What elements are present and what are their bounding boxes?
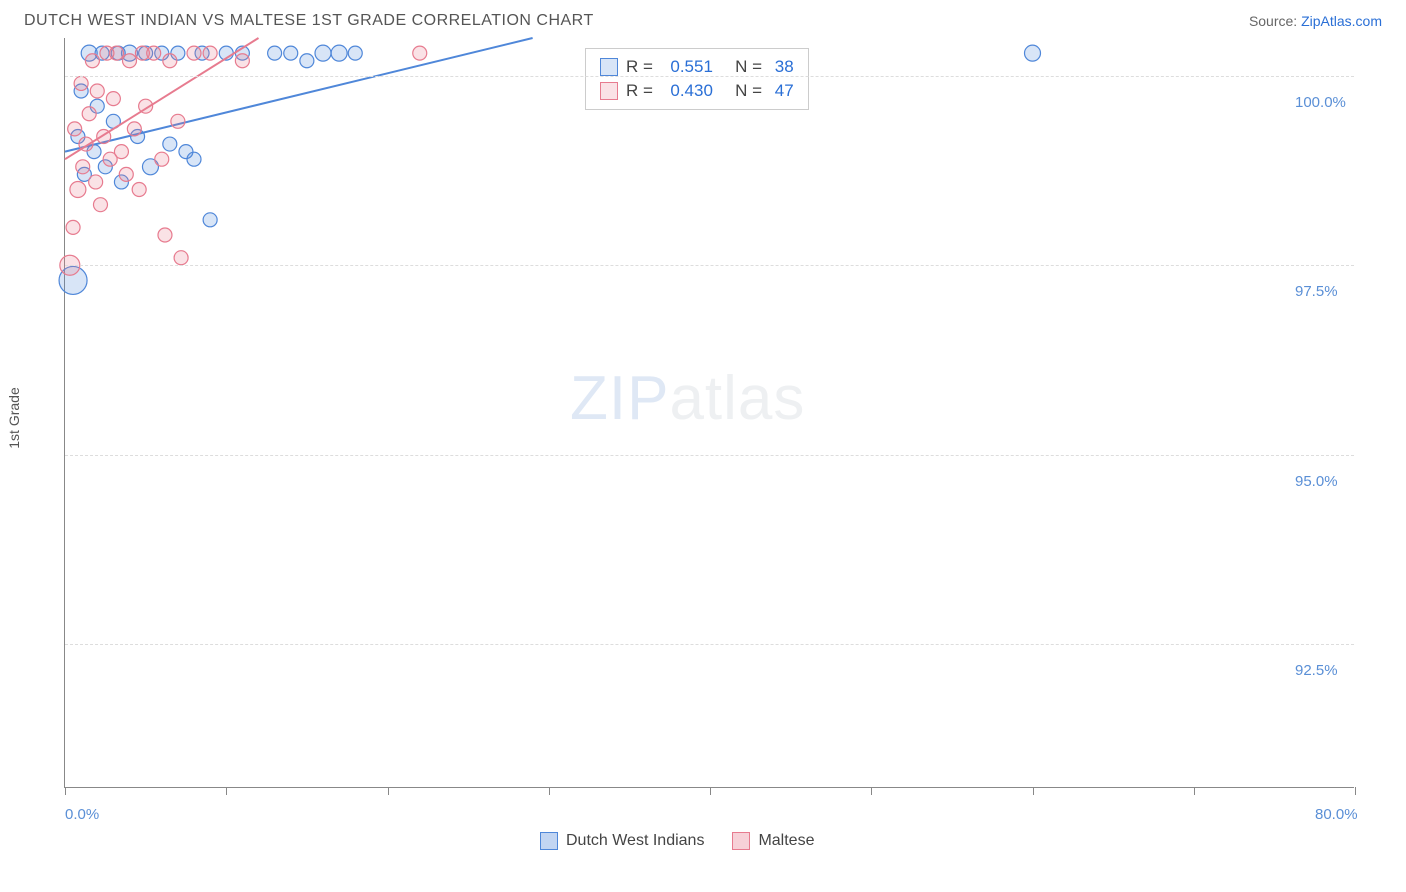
scatter-point [1025,45,1041,61]
legend-swatch [600,58,618,76]
chart-title: DUTCH WEST INDIAN VS MALTESE 1ST GRADE C… [24,12,594,30]
scatter-point [331,45,347,61]
scatter-point [171,114,185,128]
scatter-point [68,122,82,136]
scatter-point [66,220,80,234]
scatter-point [268,46,282,60]
scatter-point [158,228,172,242]
scatter-point [93,198,107,212]
gridline [65,644,1354,645]
scatter-point [110,46,124,60]
scatter-point [70,182,86,198]
scatter-point [413,46,427,60]
x-tick-label: 0.0% [65,806,99,823]
scatter-point [163,137,177,151]
gridline [65,455,1354,456]
legend-row: R = 0.430 N = 47 [600,79,794,103]
scatter-point [235,54,249,68]
legend-swatch [540,832,558,850]
scatter-point [300,54,314,68]
scatter-point [203,213,217,227]
scatter-svg [65,38,1355,788]
correlation-legend: R = 0.551 N = 38R = 0.430 N = 47 [585,48,809,110]
x-tick [710,787,711,795]
x-tick [1194,787,1195,795]
y-tick-label: 100.0% [1295,94,1346,111]
scatter-point [203,46,217,60]
scatter-point [89,175,103,189]
y-tick-label: 95.0% [1295,473,1338,490]
scatter-point [348,46,362,60]
x-tick [549,787,550,795]
scatter-point [74,76,88,90]
scatter-point [119,167,133,181]
x-tick [1355,787,1356,795]
plot-area: ZIPatlas R = 0.551 N = 38R = 0.430 N = 4… [64,38,1354,788]
x-tick-label: 80.0% [1315,806,1358,823]
gridline [65,265,1354,266]
legend-swatch [732,832,750,850]
scatter-point [114,145,128,159]
y-tick-label: 97.5% [1295,283,1338,300]
series-legend: Dutch West Indians Maltese [540,832,814,850]
scatter-point [174,251,188,265]
scatter-point [155,152,169,166]
x-tick [226,787,227,795]
scatter-point [82,107,96,121]
legend-swatch [600,82,618,100]
scatter-point [76,160,90,174]
source-attribution: Source: ZipAtlas.com [1249,13,1382,29]
scatter-point [90,84,104,98]
x-tick [65,787,66,795]
scatter-point [106,92,120,106]
chart-header: DUTCH WEST INDIAN VS MALTESE 1ST GRADE C… [0,0,1406,38]
scatter-point [132,183,146,197]
legend-item: Maltese [732,832,814,850]
x-tick [388,787,389,795]
scatter-point [284,46,298,60]
y-axis-label: 1st Grade [6,387,22,448]
chart-container: 1st Grade ZIPatlas R = 0.551 N = 38R = 0… [24,38,1382,798]
source-link[interactable]: ZipAtlas.com [1301,13,1382,29]
legend-item: Dutch West Indians [540,832,704,850]
scatter-point [147,46,161,60]
scatter-point [163,54,177,68]
scatter-point [315,45,331,61]
gridline [65,76,1354,77]
scatter-point [123,54,137,68]
y-tick-label: 92.5% [1295,662,1338,679]
scatter-point [187,46,201,60]
scatter-point [85,54,99,68]
x-tick [1033,787,1034,795]
scatter-point [187,152,201,166]
scatter-point [127,122,141,136]
x-tick [871,787,872,795]
